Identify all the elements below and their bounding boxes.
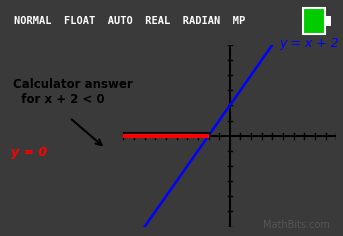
Text: y = x + 2: y = x + 2 — [280, 37, 340, 50]
Text: y = 0: y = 0 — [11, 146, 47, 159]
Text: NORMAL  FLOAT  AUTO  REAL  RADIAN  MP: NORMAL FLOAT AUTO REAL RADIAN MP — [14, 16, 245, 26]
Text: Calculator answer
  for x + 2 < 0: Calculator answer for x + 2 < 0 — [13, 78, 133, 105]
Text: MathBits.com: MathBits.com — [263, 220, 330, 230]
FancyBboxPatch shape — [325, 16, 331, 26]
FancyBboxPatch shape — [303, 8, 325, 34]
